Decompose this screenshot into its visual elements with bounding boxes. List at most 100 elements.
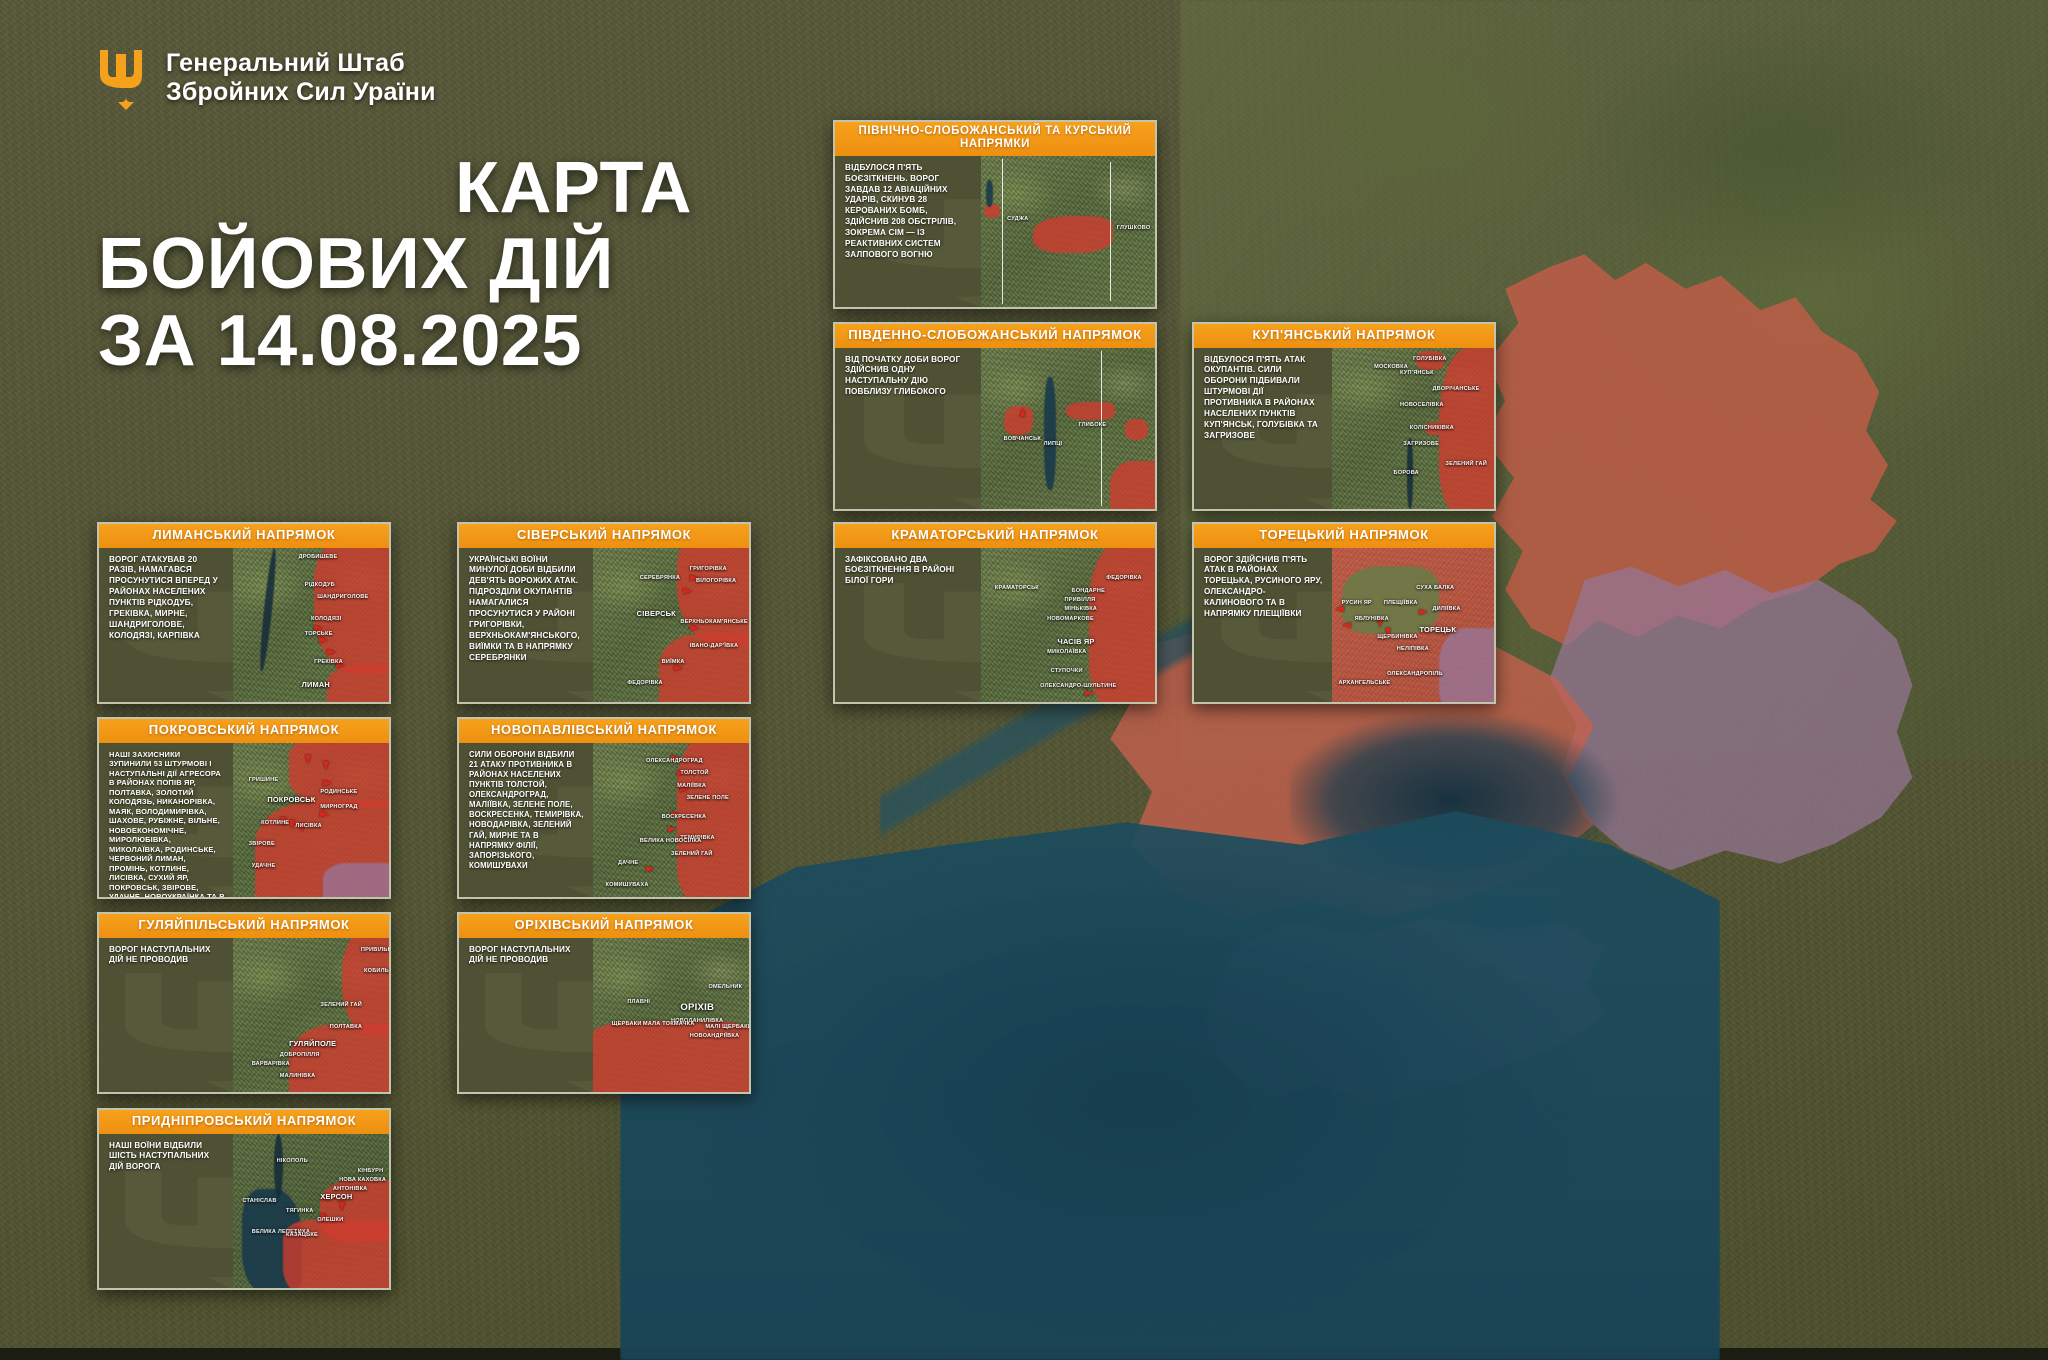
map-label: ГЛУШКОВО bbox=[1116, 225, 1151, 232]
map-label: БОНДАРНЕ bbox=[1071, 587, 1106, 594]
map-label: ШАНДРИГОЛОВЕ bbox=[317, 593, 369, 600]
map-label: ХЕРСОН bbox=[320, 1192, 353, 1202]
brand-header: Генеральний Штаб Збройних Сил Ураїни bbox=[98, 46, 436, 110]
map-label: СІВЕРСЬК bbox=[636, 609, 676, 619]
map-label: ТОРЕЦЬК bbox=[1419, 624, 1457, 634]
panel-description: ВОРОГ ЗДІЙСНИВ П'ЯТЬ АТАК В РАЙОНАХ ТОРЕ… bbox=[1204, 554, 1323, 619]
panel-description: ЗАФІКСОВАНО ДВА БОЄЗІТКНЕННЯ В РАЙОНІ БІ… bbox=[845, 554, 955, 586]
panel-pokrovskyi[interactable]: ПОКРОВСЬКИЙ НАПРЯМОК НАШІ ЗАХИСНИКИ ЗУПИ… bbox=[97, 717, 391, 899]
mini-map: ДРОБИШЕВЕ РІДКОДУБ ШАНДРИГОЛОВЕ КОЛОДЯЗІ… bbox=[233, 547, 389, 702]
mini-map: ПРИВІЛЬНЕ КОБИЛЬНЕ ЗЕЛЕНИЙ ГАЙ ПОЛТАВКА … bbox=[233, 937, 389, 1092]
map-label: ДВОРІЧАНСЬКЕ bbox=[1432, 386, 1480, 393]
panel-toretskyi[interactable]: ТОРЕЦЬКИЙ НАПРЯМОК ВОРОГ ЗДІЙСНИВ П'ЯТЬ … bbox=[1192, 522, 1496, 704]
panel-lymanskyi[interactable]: ЛИМАНСЬКИЙ НАПРЯМОК ВОРОГ АТАКУВАВ 20 РА… bbox=[97, 522, 391, 704]
panel-description: ВОРОГ НАСТУПАЛЬНИХ ДІЙ НЕ ПРОВОДИВ bbox=[109, 944, 211, 965]
panel-body: ВОРОГ НАСТУПАЛЬНИХ ДІЙ НЕ ПРОВОДИВ ОМЕЛЬ… bbox=[459, 937, 749, 1092]
map-label: КОТЛИНЕ bbox=[261, 819, 290, 826]
map-label: ЗЕЛЕНИЙ ГАЙ bbox=[320, 1002, 362, 1009]
map-label: СТУПОЧКИ bbox=[1050, 668, 1083, 675]
map-label: ГЛИБОКЕ bbox=[1078, 421, 1107, 428]
panel-title: ПОКРОВСЬКИЙ НАПРЯМОК bbox=[99, 719, 389, 743]
mini-map: СУДЖА ГЛУШКОВО bbox=[981, 155, 1155, 307]
panel-kramatorskyi[interactable]: КРАМАТОРСЬКИЙ НАПРЯМОК ЗАФІКСОВАНО ДВА Б… bbox=[833, 522, 1157, 704]
map-label: ВІЛОГОРІВКА bbox=[695, 578, 737, 585]
panel-title: ПІВНІЧНО-СЛОБОЖАНСЬКИЙ ТА КУРСЬКИЙ НАПРЯ… bbox=[835, 122, 1155, 156]
map-label: ОЛЕКСАНДРОПІЛЬ bbox=[1387, 671, 1443, 678]
map-label: КОМИШУВАХА bbox=[605, 881, 649, 888]
map-label: НОВОАНДРІЇВКА bbox=[689, 1033, 740, 1040]
map-label: ДРОБИШЕВЕ bbox=[298, 553, 338, 560]
map-label: МИКОЛАЇВКА bbox=[1047, 649, 1087, 656]
mini-map: ГРИШИНЕ ПОКРОВСЬК РОДИНСЬКЕ МИРНОГРАД КО… bbox=[233, 742, 389, 897]
panel-novopavlivskyi[interactable]: НОВОПАВЛІВСЬКИЙ НАПРЯМОК СИЛИ ОБОРОНИ ВІ… bbox=[457, 717, 751, 899]
map-label: ВИЇМКА bbox=[661, 658, 685, 665]
map-label: АРХАНГЕЛЬСЬКЕ bbox=[1338, 680, 1391, 687]
map-label: МИРНОГРАД bbox=[320, 804, 358, 811]
map-label: ФЕДОРІВКА bbox=[1106, 575, 1142, 582]
map-label: КАЗАЦЬКЕ bbox=[286, 1232, 318, 1239]
map-label: ЗЕЛЕНИЙ ГАЙ bbox=[671, 850, 713, 857]
panel-prydniprovskyi[interactable]: ПРИДНІПРОВСЬКИЙ НАПРЯМОК НАШІ ВОЇНИ ВІДБ… bbox=[97, 1108, 391, 1290]
mini-map: КРАМАТОРСЬК ФЕДОРІВКА БОНДАРНЕ ПРИВІЛЛЯ … bbox=[981, 547, 1155, 702]
panel-title: ОРІХІВСЬКИЙ НАПРЯМОК bbox=[459, 914, 749, 938]
panel-title: ТОРЕЦЬКИЙ НАПРЯМОК bbox=[1194, 524, 1494, 548]
map-label: УДАЧНЕ bbox=[251, 863, 276, 870]
panel-pivnichno-slobozhanskyi[interactable]: ПІВНІЧНО-СЛОБОЖАНСЬКИЙ ТА КУРСЬКИЙ НАПРЯ… bbox=[833, 120, 1157, 309]
panel-hulyaipilskyi[interactable]: ГУЛЯЙПІЛЬСЬКИЙ НАПРЯМОК ВОРОГ НАСТУПАЛЬН… bbox=[97, 912, 391, 1094]
map-label: ПОЛТАВКА bbox=[329, 1024, 363, 1031]
map-label: РУСИН ЯР bbox=[1341, 600, 1372, 607]
map-label: МОСКОВКА bbox=[1374, 363, 1409, 370]
map-label: ОЛЕШКИ bbox=[317, 1216, 344, 1223]
map-label: СУДЖА bbox=[1007, 216, 1029, 223]
panel-title: НОВОПАВЛІВСЬКИЙ НАПРЯМОК bbox=[459, 719, 749, 743]
map-label: ЗАГРИЗОВЕ bbox=[1403, 441, 1440, 448]
map-label: КРАМАТОРСЬК bbox=[994, 584, 1039, 591]
panel-kupyanskyi[interactable]: КУП'ЯНСЬКИЙ НАПРЯМОК ВІДБУЛОСЯ П'ЯТЬ АТА… bbox=[1192, 322, 1496, 511]
map-label: АНТОНІВКА bbox=[332, 1186, 368, 1193]
map-label: ПЛЕЩІЇВКА bbox=[1383, 600, 1418, 607]
map-label: ЯБЛУНІВКА bbox=[1354, 615, 1389, 622]
panel-body: ВІД ПОЧАТКУ ДОБИ ВОРОГ ЗДІЙСНИВ ОДНУ НАС… bbox=[835, 347, 1155, 509]
map-label: ЩЕРБИНІВКА bbox=[1377, 634, 1418, 641]
panel-title: КРАМАТОРСЬКИЙ НАПРЯМОК bbox=[835, 524, 1155, 548]
map-label: ЧАСІВ ЯР bbox=[1057, 637, 1095, 647]
map-label: ЩЕРБАКИ bbox=[611, 1020, 642, 1027]
title-line-2: БОЙОВИХ ДІЙ bbox=[98, 224, 614, 305]
map-label: БОРОВА bbox=[1393, 470, 1419, 477]
map-label: ВЕРХНЬОКАМ'ЯНСЬКЕ bbox=[680, 618, 748, 625]
map-label: ПОКРОВСЬК bbox=[267, 795, 316, 805]
map-label: ВОВЧАНСЬК bbox=[1003, 436, 1041, 443]
panel-pivdenno-slobozhanskyi[interactable]: ПІВДЕННО-СЛОБОЖАНСЬКИЙ НАПРЯМОК ВІД ПОЧА… bbox=[833, 322, 1157, 511]
map-label: ДОБРОПІЛЛЯ bbox=[279, 1051, 320, 1058]
mini-map: ОЛЕКСАНДРОГРАД ТОЛСТОЙ МАЛІЇВКА ЗЕЛЕНЕ П… bbox=[593, 742, 749, 897]
map-label: ДИЛІЇВКА bbox=[1432, 606, 1461, 613]
map-label: МАЛИНІВКА bbox=[279, 1073, 316, 1080]
panel-body: ЗАФІКСОВАНО ДВА БОЄЗІТКНЕННЯ В РАЙОНІ БІ… bbox=[835, 547, 1155, 702]
mini-map: ВОВЧАНСЬК ЛИПЦІ ГЛИБОКЕ bbox=[981, 347, 1155, 509]
panel-title: ЛИМАНСЬКИЙ НАПРЯМОК bbox=[99, 524, 389, 548]
mini-map: КУП'ЯНСЬК ГОЛУБІВКА МОСКОВКА ДВОРІЧАНСЬК… bbox=[1332, 347, 1494, 509]
map-label: ПРИВІЛЛЯ bbox=[1064, 596, 1096, 603]
panel-title: ГУЛЯЙПІЛЬСЬКИЙ НАПРЯМОК bbox=[99, 914, 389, 938]
panel-body: СИЛИ ОБОРОНИ ВІДБИЛИ 21 АТАКУ ПРОТИВНИКА… bbox=[459, 742, 749, 897]
map-label: ЗВІРОВЕ bbox=[248, 841, 275, 848]
map-label: КОЛОДЯЗІ bbox=[311, 615, 342, 622]
map-label: ОРІХІВ bbox=[680, 1002, 715, 1014]
panel-description: ВОРОГ НАСТУПАЛЬНИХ ДІЙ НЕ ПРОВОДИВ bbox=[469, 944, 571, 965]
panel-title: ПРИДНІПРОВСЬКИЙ НАПРЯМОК bbox=[99, 1110, 389, 1134]
panel-description: НАШІ ЗАХИСНИКИ ЗУПИНИЛИ 53 ШТУРМОВІ І НА… bbox=[109, 749, 225, 899]
map-label: ЗЕЛЕНЕ ПОЛЕ bbox=[686, 795, 729, 802]
panel-description: НАШІ ВОЇНИ ВІДБИЛИ ШІСТЬ НАСТУПАЛЬНИХ ДІ… bbox=[109, 1140, 210, 1172]
mini-map: СЕРЕБРЯНКА ГРИГОРІВКА ВІЛОГОРІВКА СІВЕРС… bbox=[593, 547, 749, 702]
map-label: ТОЛСТОЙ bbox=[680, 770, 709, 777]
map-label: ПРИВІЛЬНЕ bbox=[360, 946, 389, 953]
panel-description: ВІД ПОЧАТКУ ДОБИ ВОРОГ ЗДІЙСНИВ ОДНУ НАС… bbox=[845, 354, 961, 397]
panel-title: СІВЕРСЬКИЙ НАПРЯМОК bbox=[459, 524, 749, 548]
map-label: ЗЕЛЕНИЙ ГАЙ bbox=[1445, 460, 1487, 467]
brand-line-1: Генеральний Штаб bbox=[166, 48, 405, 77]
panel-body: ВОРОГ НАСТУПАЛЬНИХ ДІЙ НЕ ПРОВОДИВ ПРИВІ… bbox=[99, 937, 389, 1092]
panel-orikhivskyi[interactable]: ОРІХІВСЬКИЙ НАПРЯМОК ВОРОГ НАСТУПАЛЬНИХ … bbox=[457, 912, 751, 1094]
map-label: НОВОСЕЛІВКА bbox=[1400, 402, 1444, 409]
panel-siverskyi[interactable]: СІВЕРСЬКИЙ НАПРЯМОК УКРАЇНСЬКІ ВОЇНИ МИН… bbox=[457, 522, 751, 704]
map-label: НОВА КАХОВКА bbox=[339, 1176, 387, 1183]
